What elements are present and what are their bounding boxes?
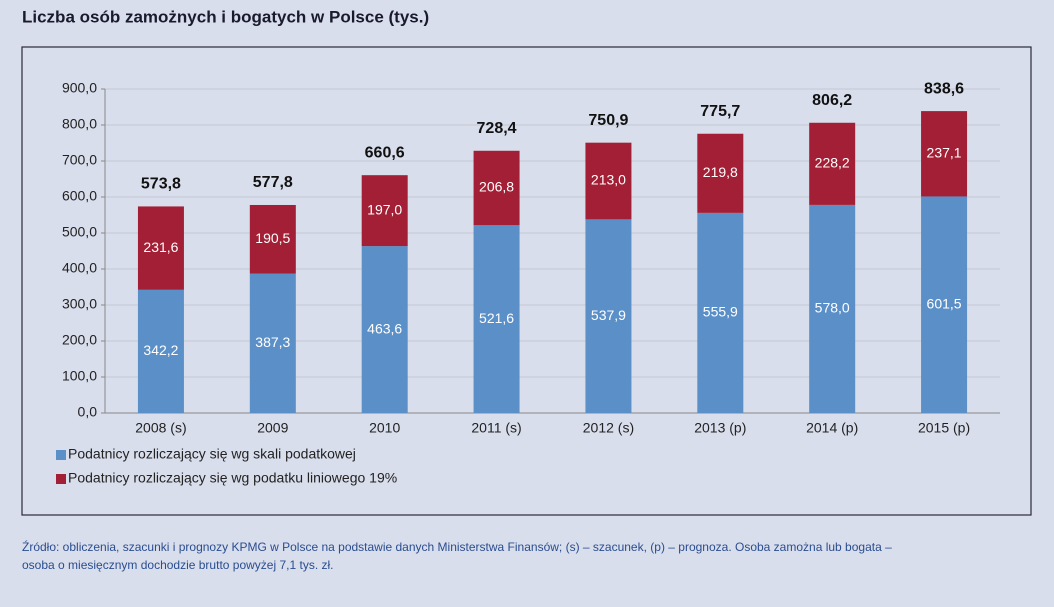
bar-segment [809,122,856,205]
total-label: 750,9 [588,112,628,129]
value-label: 219,8 [703,164,738,180]
value-label: 231,6 [143,239,178,255]
value-label: 521,6 [479,310,514,326]
chart-frame [21,46,1032,516]
y-tick-label: 800,0 [62,116,97,132]
bar-segment [697,133,744,213]
bar-segment [585,142,632,220]
total-label: 806,2 [812,92,852,109]
bar-segment [361,175,408,247]
y-tick-label: 500,0 [62,224,97,240]
y-tick-label: 700,0 [62,152,97,168]
value-label: 555,9 [703,304,738,320]
y-tick-label: 900,0 [62,80,97,96]
total-label: 577,8 [253,174,293,191]
value-label: 601,5 [927,295,962,311]
legend-swatch [56,474,66,484]
value-label: 578,0 [815,300,850,316]
total-label: 573,8 [141,176,181,193]
bar-segment [137,289,184,413]
value-label: 228,2 [815,155,850,171]
y-tick-label: 100,0 [62,368,97,384]
x-tick-label: 2013 (p) [694,420,746,436]
value-label: 213,0 [591,172,626,188]
bar-segment [249,204,296,274]
value-label: 537,9 [591,307,626,323]
x-tick-label: 2008 (s) [135,420,186,436]
bar-segment [585,219,632,413]
chart-title: Liczba osób zamożnych i bogatych w Polsc… [22,7,429,26]
bar-segment [809,204,856,413]
value-label: 387,3 [255,334,290,350]
value-label: 342,2 [143,342,178,358]
bar-segment [697,212,744,413]
x-tick-label: 2009 [257,420,288,436]
footnote: Źródło: obliczenia, szacunki i prognozy … [22,539,892,554]
x-tick-label: 2015 (p) [918,420,970,436]
bar-segment [921,111,968,197]
bar-segment [249,273,296,413]
footnote: osoba o miesięcznym dochodzie brutto pow… [22,558,333,572]
total-label: 838,6 [924,80,964,97]
bar-segment [921,196,968,413]
y-tick-label: 400,0 [62,260,97,276]
y-tick-label: 200,0 [62,332,97,348]
y-tick-label: 300,0 [62,296,97,312]
bar-segment [473,225,520,413]
legend-label: Podatnicy rozliczający się wg skali poda… [68,446,356,462]
value-label: 190,5 [255,230,290,246]
bar-segment [473,150,520,226]
x-tick-label: 2010 [369,420,400,436]
total-label: 728,4 [477,120,517,137]
value-label: 463,6 [367,320,402,336]
value-label: 197,0 [367,201,402,217]
legend-swatch [56,450,66,460]
y-tick-label: 600,0 [62,188,97,204]
x-tick-label: 2014 (p) [806,420,858,436]
total-label: 775,7 [700,103,740,120]
y-tick-label: 0,0 [78,404,98,420]
bar-segment [361,246,408,413]
legend-label: Podatnicy rozliczający się wg podatku li… [68,470,397,486]
value-label: 237,1 [927,144,962,160]
total-label: 660,6 [365,144,405,161]
x-tick-label: 2011 (s) [471,420,521,436]
bar-segment [137,206,184,290]
value-label: 206,8 [479,179,514,195]
x-tick-label: 2012 (s) [583,420,634,436]
